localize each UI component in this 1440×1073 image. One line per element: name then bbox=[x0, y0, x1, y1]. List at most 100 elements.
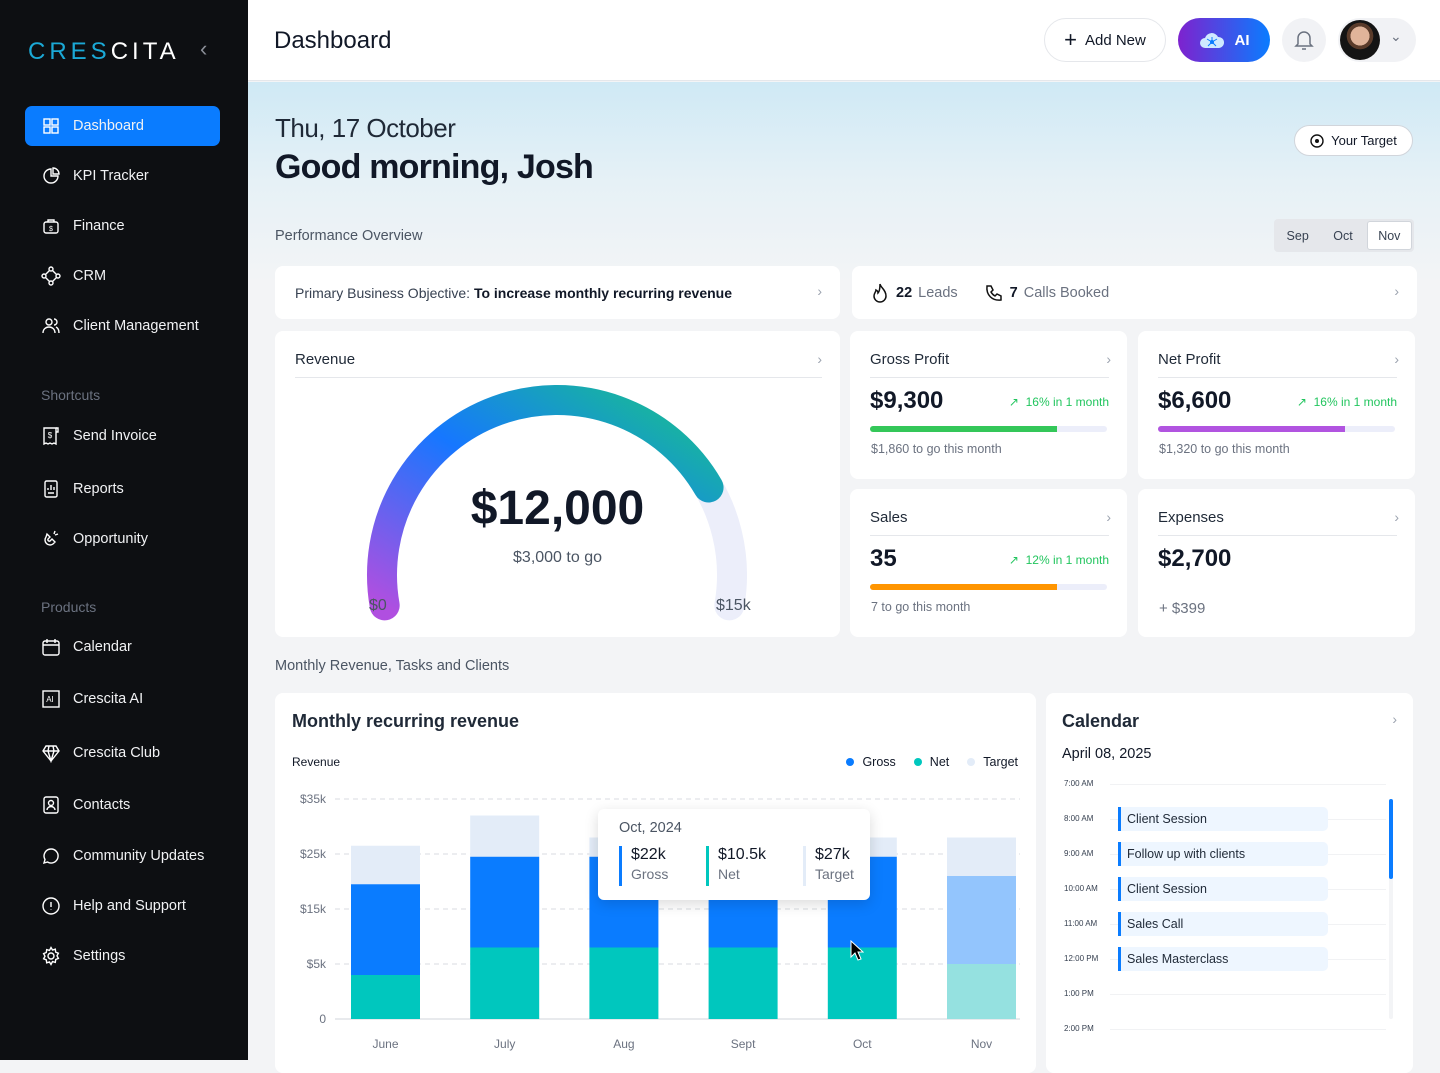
arrow-up-right-icon: ↗ bbox=[1008, 553, 1019, 567]
x-tick-label: June bbox=[372, 1037, 398, 1051]
hero-background bbox=[248, 82, 1440, 282]
y-tick-label: $35k bbox=[300, 792, 327, 806]
chevron-right-icon: › bbox=[1392, 711, 1397, 727]
sidebar-item-label: Finance bbox=[73, 218, 125, 234]
kpi-card-expenses[interactable]: Expenses › $2,700 + $399 bbox=[1138, 489, 1415, 637]
sidebar-item-label: Crescita AI bbox=[73, 691, 144, 707]
pie-chart-icon bbox=[43, 167, 60, 184]
monthly-heading: Monthly Revenue, Tasks and Clients bbox=[275, 658, 510, 674]
ai-icon: AI bbox=[42, 690, 60, 708]
sidebar-item-send-invoice[interactable]: $ Send Invoice bbox=[25, 416, 220, 456]
sidebar-item-client-management[interactable]: Client Management bbox=[25, 306, 220, 346]
kpi-progress-bar bbox=[870, 584, 1107, 590]
logo[interactable]: CRESCITA bbox=[28, 38, 180, 65]
kpi-card-net-profit[interactable]: Net Profit › $6,600 ↗ 16% in 1 month $1,3… bbox=[1138, 331, 1415, 479]
sidebar-item-label: Opportunity bbox=[73, 531, 148, 547]
kpi-value: $6,600 bbox=[1158, 387, 1232, 414]
your-target-button[interactable]: Your Target bbox=[1294, 125, 1413, 156]
sidebar-item-label: Calendar bbox=[73, 639, 132, 655]
grid-icon bbox=[43, 118, 59, 134]
notifications-button[interactable] bbox=[1282, 18, 1326, 62]
sidebar-item-label: Help and Support bbox=[73, 898, 186, 914]
sidebar-item-help-and-support[interactable]: Help and Support bbox=[25, 886, 220, 926]
kpi-title: Net Profit bbox=[1158, 351, 1221, 368]
network-icon bbox=[41, 266, 61, 286]
sidebar-item-finance[interactable]: $ Finance bbox=[25, 206, 220, 246]
profile-menu[interactable]: ⌄ bbox=[1338, 18, 1416, 62]
chevron-right-icon: › bbox=[1394, 283, 1399, 299]
y-tick-label: $5k bbox=[307, 957, 327, 971]
x-tick-label: Sept bbox=[731, 1037, 756, 1051]
gauge-max: $15k bbox=[716, 597, 751, 614]
time-label: 12:00 PM bbox=[1064, 954, 1099, 963]
kpi-value: $2,700 bbox=[1158, 545, 1232, 572]
calendar-event[interactable]: Follow up with clients bbox=[1118, 842, 1328, 866]
month-tab-nov[interactable]: Nov bbox=[1366, 221, 1412, 250]
mouse-cursor-icon bbox=[850, 940, 864, 961]
sidebar-item-kpi-tracker[interactable]: KPI Tracker bbox=[25, 156, 220, 196]
calendar-event[interactable]: Client Session bbox=[1118, 877, 1328, 901]
flame-icon bbox=[873, 283, 887, 303]
sidebar-item-settings[interactable]: Settings bbox=[25, 936, 220, 976]
calendar-card[interactable]: Calendar › April 08, 2025 7:00 AM 8:00 AM… bbox=[1046, 693, 1413, 1073]
contacts-icon bbox=[43, 796, 59, 814]
sidebar-item-label: Crescita Club bbox=[73, 745, 161, 761]
sidebar-item-crescita-ai[interactable]: AI Crescita AI bbox=[25, 679, 220, 719]
bar-gross bbox=[351, 884, 420, 975]
sidebar-item-label: Dashboard bbox=[73, 118, 144, 134]
collapse-sidebar-button[interactable]: ‹ bbox=[200, 36, 208, 61]
sidebar-item-contacts[interactable]: Contacts bbox=[25, 785, 220, 825]
time-label: 8:00 AM bbox=[1064, 814, 1094, 823]
sidebar-item-dashboard[interactable]: Dashboard bbox=[25, 106, 220, 146]
calendar-date: April 08, 2025 bbox=[1062, 746, 1152, 762]
sidebar-item-label: KPI Tracker bbox=[73, 168, 149, 184]
calendar-scrollbar[interactable] bbox=[1389, 799, 1393, 1019]
chevron-right-icon: › bbox=[817, 283, 822, 299]
month-tab-oct[interactable]: Oct bbox=[1333, 228, 1353, 243]
calendar-event[interactable]: Sales Call bbox=[1118, 912, 1328, 936]
help-icon bbox=[42, 897, 60, 915]
x-tick-label: Aug bbox=[613, 1037, 634, 1051]
kpi-progress-bar bbox=[1158, 426, 1395, 432]
scrollbar-thumb[interactable] bbox=[1389, 799, 1393, 879]
add-new-button[interactable]: + Add New bbox=[1044, 18, 1166, 62]
sidebar-item-crm[interactable]: CRM bbox=[25, 256, 220, 296]
calendar-event[interactable]: Sales Masterclass bbox=[1118, 947, 1328, 971]
tooltip-item: $10.5k Net bbox=[706, 846, 766, 886]
money-bag-icon: $ bbox=[43, 219, 59, 234]
y-tick-label: $15k bbox=[300, 902, 327, 916]
sidebar-item-opportunity[interactable]: Opportunity bbox=[25, 519, 220, 559]
chat-icon bbox=[42, 848, 59, 865]
bar-net bbox=[351, 975, 420, 1019]
chevron-right-icon: › bbox=[1394, 351, 1399, 367]
avatar bbox=[1340, 20, 1380, 60]
gauge-min: $0 bbox=[369, 597, 387, 614]
y-tick-label: 0 bbox=[319, 1012, 326, 1026]
bar-target bbox=[947, 837, 1016, 876]
revenue-card[interactable]: Revenue › $12,000 $3,000 to go $0 $15k bbox=[275, 331, 840, 637]
chart-tooltip: Oct, 2024 $22k Gross $10.5k Net $27k Target bbox=[598, 809, 870, 900]
time-label: 11:00 AM bbox=[1064, 919, 1098, 928]
ai-button[interactable]: AI bbox=[1178, 18, 1270, 62]
leads-card[interactable]: 22 Leads 7 Calls Booked › bbox=[852, 266, 1417, 319]
sidebar-item-label: Reports bbox=[73, 481, 124, 497]
users-icon bbox=[42, 318, 60, 334]
sidebar-item-community-updates[interactable]: Community Updates bbox=[25, 836, 220, 876]
sidebar-item-crescita-club[interactable]: Crescita Club bbox=[25, 733, 220, 773]
kpi-card-gross-profit[interactable]: Gross Profit › $9,300 ↗ 16% in 1 month $1… bbox=[850, 331, 1127, 479]
objective-card[interactable]: Primary Business Objective: To increase … bbox=[275, 266, 840, 319]
chart-legend: Gross Net Target bbox=[846, 755, 1018, 769]
shortcuts-heading: Shortcuts bbox=[41, 387, 101, 403]
x-tick-label: Nov bbox=[971, 1037, 992, 1051]
kpi-title: Sales bbox=[870, 509, 908, 526]
sidebar-item-calendar[interactable]: Calendar bbox=[25, 627, 220, 667]
month-tab-sep[interactable]: Sep bbox=[1286, 228, 1309, 243]
sidebar-item-reports[interactable]: Reports bbox=[25, 469, 220, 509]
bar-gross bbox=[947, 876, 1016, 964]
calendar-event[interactable]: Client Session bbox=[1118, 807, 1328, 831]
svg-text:$: $ bbox=[48, 431, 53, 440]
bar-gross bbox=[470, 856, 540, 948]
products-heading: Products bbox=[41, 599, 97, 615]
arrow-up-right-icon: ↗ bbox=[1296, 395, 1307, 409]
kpi-card-sales[interactable]: Sales › 35 ↗ 12% in 1 month 7 to go this … bbox=[850, 489, 1127, 637]
